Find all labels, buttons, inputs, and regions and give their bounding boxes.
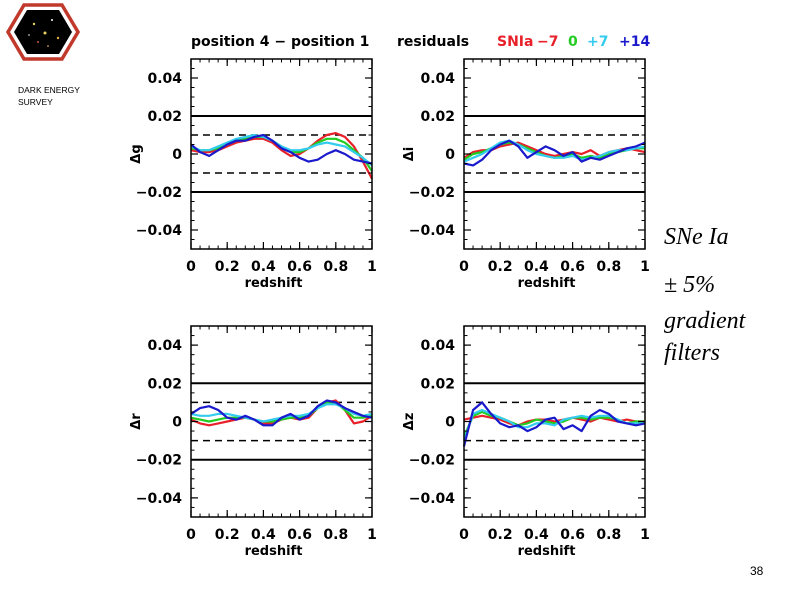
x-tick-label: 0.6 — [287, 527, 312, 543]
plot-frame — [190, 325, 373, 518]
x-tick-label: 0.6 — [560, 259, 585, 275]
series-line-g-0 — [190, 132, 373, 180]
x-tick-label: 0.4 — [251, 527, 276, 543]
side-text-filters: filters — [664, 340, 721, 366]
series-line-g-3 — [190, 133, 373, 165]
figure-title: position 4 − position 1 — [191, 34, 369, 50]
x-tick-label: 0.6 — [560, 527, 585, 543]
plot-frame — [463, 58, 646, 250]
y-tick-label: −0.02 — [409, 185, 455, 201]
legend-plus14-label: +14 — [619, 34, 650, 50]
y-tick-label: −0.04 — [136, 491, 183, 507]
y-tick-label: 0.04 — [420, 338, 455, 354]
x-tick-label: 1 — [640, 259, 650, 275]
y-tick-label: 0.02 — [420, 109, 455, 125]
x-axis-label: redshift — [245, 544, 303, 559]
x-tick-label: 1 — [367, 259, 377, 275]
side-text-gradient: gradient — [664, 308, 746, 334]
residuals-label: residuals — [397, 34, 469, 50]
legend-minus7-label: −7 — [537, 34, 558, 50]
x-tick-label: 0.8 — [596, 259, 621, 275]
x-tick-label: 0.2 — [488, 259, 513, 275]
y-tick-label: 0.04 — [420, 71, 455, 87]
y-tick-label: −0.02 — [136, 185, 182, 201]
x-tick-label: 0.8 — [323, 259, 348, 275]
y-tick-label: 0.02 — [147, 109, 182, 125]
x-axis-label: redshift — [245, 276, 303, 291]
figure-header: position 4 − position 1 residuals SNIa −… — [191, 34, 650, 50]
y-axis-label: Δz — [402, 413, 417, 431]
y-tick-label: 0 — [172, 415, 182, 431]
series-line-r-3 — [190, 399, 373, 427]
y-tick-label: 0.02 — [420, 376, 455, 392]
side-text-sne: SNe Ia — [664, 224, 729, 250]
y-tick-label: 0.02 — [147, 376, 182, 392]
x-tick-label: 0 — [459, 527, 469, 543]
y-axis-label: Δg — [129, 144, 144, 163]
x-tick-label: 0.4 — [524, 259, 549, 275]
y-tick-label: 0 — [445, 415, 455, 431]
y-tick-label: −0.04 — [136, 223, 183, 239]
x-tick-label: 0 — [186, 527, 196, 543]
series-line-i-3 — [463, 139, 646, 167]
logo-star-field — [14, 10, 72, 54]
x-tick-label: 0.2 — [215, 527, 240, 543]
y-tick-label: 0.04 — [147, 338, 182, 354]
panel-z: 0.04 0.02 0 −0.02 −0.04 0 0.2 0.4 0.6 0.8 1 redshif… — [402, 325, 650, 559]
panel-i: 0.04 0.02 0 −0.02 −0.04 0 0.2 0.4 0.6 0.8 1 redshif… — [402, 58, 650, 291]
y-tick-label: 0 — [445, 147, 455, 163]
x-tick-label: 0.6 — [287, 259, 312, 275]
y-tick-label: −0.04 — [409, 491, 456, 507]
x-tick-label: 0.8 — [596, 527, 621, 543]
y-tick-label: 0 — [172, 147, 182, 163]
x-tick-label: 1 — [640, 527, 650, 543]
x-tick-label: 0.8 — [323, 527, 348, 543]
series-line-i-2 — [463, 139, 646, 163]
series-line-g-2 — [190, 133, 373, 167]
logo-text-line2: SURVEY — [18, 97, 53, 107]
series-line-z-3 — [462, 401, 646, 447]
x-axis-label: redshift — [518, 276, 576, 291]
x-tick-label: 0.2 — [215, 259, 240, 275]
legend-0-label: 0 — [568, 34, 578, 50]
side-text-percent: ± 5% — [664, 272, 716, 298]
panel-g: 0.04 0.02 0 −0.02 −0.04 0 0.2 0.4 0.6 0.8 1 redshif… — [129, 58, 377, 291]
x-tick-label: 0 — [459, 259, 469, 275]
y-axis-label: Δi — [402, 147, 417, 162]
page-number: 38 — [750, 564, 764, 578]
panel-r: 0.04 0.02 0 −0.02 −0.04 0 0.2 0.4 0.6 0.8 1 redshif… — [129, 325, 377, 559]
x-tick-label: 0 — [186, 259, 196, 275]
logo-text-line1: DARK ENERGY — [18, 85, 80, 95]
y-tick-label: −0.02 — [136, 453, 182, 469]
x-tick-label: 0.4 — [524, 527, 549, 543]
x-tick-label: 0.4 — [251, 259, 276, 275]
legend-plus7-label: +7 — [587, 34, 608, 50]
y-axis-label: Δr — [129, 413, 144, 430]
x-tick-label: 0.2 — [488, 527, 513, 543]
y-tick-label: −0.04 — [409, 223, 456, 239]
des-logo: DARK ENERGY SURVEY — [5, 3, 80, 107]
x-tick-label: 1 — [367, 527, 377, 543]
y-tick-label: 0.04 — [147, 71, 182, 87]
legend-snia-label: SNIa — [497, 34, 533, 50]
x-axis-label: redshift — [518, 544, 576, 559]
y-tick-label: −0.02 — [409, 453, 455, 469]
